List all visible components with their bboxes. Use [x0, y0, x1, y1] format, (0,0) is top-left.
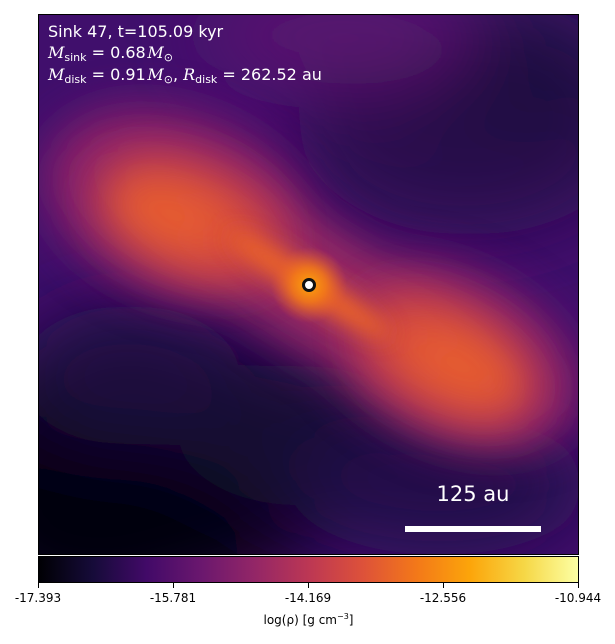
density-map: Sink 47, t=105.09 kyr Msink = 0.68 M⊙ Md… [38, 14, 579, 555]
colorbar-title: log(ρ) [g cm−3] [263, 612, 354, 627]
colorbar-tick-label: -12.556 [419, 591, 467, 605]
colorbar-tick [38, 583, 39, 588]
colorbar-tick-label: -10.944 [554, 591, 602, 605]
colorbar-tick [578, 583, 579, 588]
colorbar-tick [308, 583, 309, 588]
colorbar-tick [173, 583, 174, 588]
colorbar-tick-label: -17.393 [14, 591, 62, 605]
density-field [39, 15, 578, 554]
colorbar-tick [443, 583, 444, 588]
colorbar-tick-label: -14.169 [284, 591, 332, 605]
scale-bar-label: 125 au [436, 482, 510, 506]
colorbar [38, 556, 579, 583]
disk-properties-label: Mdisk = 0.91 M⊙, Rdisk = 262.52 au [48, 65, 322, 86]
sink-mass-label: Msink = 0.68 M⊙ [48, 43, 173, 64]
colorbar-tick-label: -15.781 [149, 591, 197, 605]
sink-particle-icon [302, 278, 316, 292]
scale-bar [405, 526, 541, 532]
sink-time-label: Sink 47, t=105.09 kyr [48, 22, 224, 41]
